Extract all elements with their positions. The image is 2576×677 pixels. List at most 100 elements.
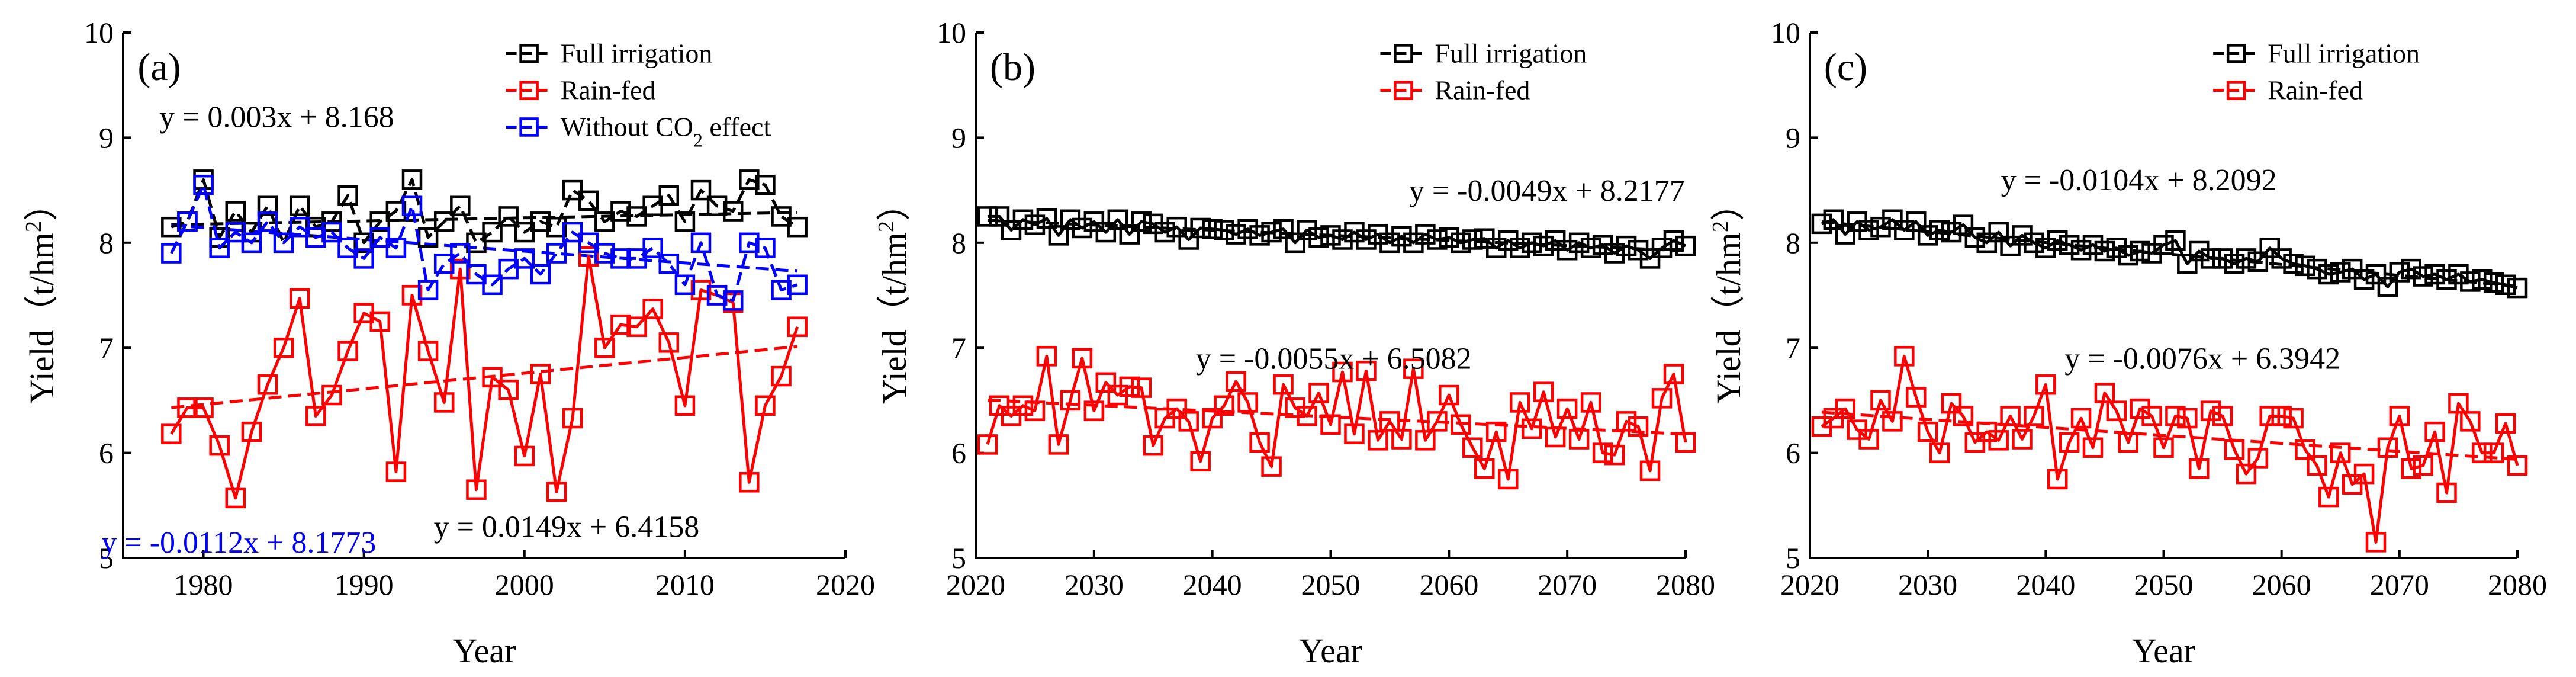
data-point bbox=[2377, 277, 2398, 297]
y-tick-label: 6 bbox=[951, 437, 966, 470]
data-point bbox=[2212, 406, 2233, 426]
x-tick-label: 2080 bbox=[2488, 568, 2547, 601]
data-point bbox=[225, 487, 246, 509]
data-point bbox=[257, 195, 278, 216]
data-point bbox=[989, 395, 1010, 416]
data-point bbox=[1072, 348, 1093, 369]
data-point bbox=[2460, 411, 2481, 432]
data-point bbox=[1604, 243, 1625, 264]
data-point bbox=[1439, 227, 1459, 248]
data-point bbox=[417, 341, 439, 361]
data-point bbox=[1332, 361, 1353, 383]
data-point bbox=[1178, 411, 1199, 432]
legend-marker bbox=[519, 81, 539, 100]
data-point bbox=[674, 395, 696, 416]
data-point bbox=[562, 222, 583, 243]
data-point bbox=[2295, 439, 2315, 460]
data-point bbox=[1427, 229, 1448, 250]
data-point bbox=[1835, 224, 1855, 245]
data-point bbox=[578, 246, 599, 267]
data-point bbox=[977, 206, 998, 227]
data-point bbox=[787, 316, 808, 337]
data-point bbox=[1344, 423, 1365, 444]
data-point bbox=[2330, 262, 2351, 283]
data-point bbox=[1628, 416, 1649, 437]
data-point bbox=[417, 280, 439, 300]
data-point bbox=[1533, 381, 1554, 402]
data-point bbox=[2472, 269, 2493, 290]
regression-equation: y = -0.0049x + 8.2177 bbox=[1409, 174, 1685, 208]
data-point bbox=[690, 280, 712, 300]
data-point bbox=[2130, 398, 2150, 419]
data-point bbox=[1953, 406, 1974, 426]
data-point bbox=[305, 406, 326, 426]
data-point bbox=[739, 472, 760, 493]
data-point bbox=[161, 216, 182, 238]
data-point bbox=[755, 238, 776, 258]
legend-marker bbox=[2226, 81, 2246, 100]
data-point bbox=[177, 211, 198, 232]
data-point bbox=[241, 232, 262, 254]
data-point bbox=[1882, 411, 1903, 432]
data-point bbox=[1012, 209, 1034, 230]
data-point bbox=[1906, 211, 1927, 232]
x-tick-label: 1990 bbox=[335, 568, 394, 601]
data-point bbox=[353, 248, 374, 269]
axes-frame bbox=[975, 33, 1686, 559]
chart-panel-2: 5 6 7 8 9 10 2020 2030 2040 2050 2060 2070 2080 Year Y… bbox=[874, 16, 1715, 670]
data-point bbox=[530, 211, 551, 232]
y-tick-label: 5 bbox=[951, 541, 966, 575]
data-point bbox=[2342, 258, 2363, 280]
data-point bbox=[2448, 264, 2469, 285]
data-point bbox=[2224, 254, 2245, 274]
data-point bbox=[369, 311, 391, 332]
data-point bbox=[2259, 406, 2280, 426]
data-point bbox=[321, 384, 342, 406]
data-point bbox=[1929, 442, 1950, 463]
data-point bbox=[1320, 225, 1341, 246]
y-tick-label: 6 bbox=[1786, 437, 1800, 470]
data-point bbox=[1060, 390, 1081, 411]
data-point bbox=[225, 222, 246, 243]
data-point bbox=[658, 332, 680, 353]
data-point bbox=[1580, 392, 1601, 413]
data-point bbox=[1545, 426, 1566, 448]
data-point bbox=[498, 258, 519, 280]
data-point bbox=[722, 201, 744, 222]
data-point bbox=[1651, 388, 1673, 409]
data-point bbox=[2247, 448, 2269, 469]
data-point bbox=[787, 274, 808, 296]
data-point bbox=[2271, 248, 2292, 269]
x-tick-label: 2070 bbox=[2370, 568, 2429, 601]
data-point bbox=[1368, 430, 1388, 451]
data-point bbox=[1119, 376, 1140, 397]
data-point bbox=[1214, 395, 1234, 416]
data-point bbox=[1858, 220, 1879, 240]
data-point bbox=[1616, 235, 1637, 256]
data-point bbox=[2283, 408, 2304, 429]
data-point bbox=[2106, 400, 2127, 421]
data-point bbox=[2507, 455, 2528, 476]
data-point bbox=[2401, 458, 2421, 479]
data-point bbox=[787, 216, 808, 238]
data-point bbox=[1811, 213, 1832, 235]
data-point bbox=[193, 397, 214, 418]
data-point bbox=[2024, 406, 2044, 426]
data-point bbox=[2012, 429, 2033, 450]
data-point bbox=[530, 264, 551, 285]
data-point bbox=[1143, 435, 1163, 456]
y-tick-label: 5 bbox=[1786, 541, 1800, 575]
data-point bbox=[2483, 272, 2504, 293]
y-tick-label: 10 bbox=[1771, 16, 1800, 49]
data-point bbox=[2189, 458, 2210, 479]
x-tick-label: 2070 bbox=[1538, 568, 1597, 601]
data-point bbox=[1474, 458, 1495, 479]
data-point bbox=[578, 232, 599, 254]
data-point bbox=[2094, 383, 2115, 403]
data-point bbox=[1858, 429, 1879, 450]
x-tick-label: 2060 bbox=[1419, 568, 1478, 601]
data-point bbox=[1178, 229, 1199, 250]
data-point bbox=[289, 288, 310, 309]
data-point bbox=[450, 258, 471, 280]
data-point bbox=[321, 211, 342, 232]
